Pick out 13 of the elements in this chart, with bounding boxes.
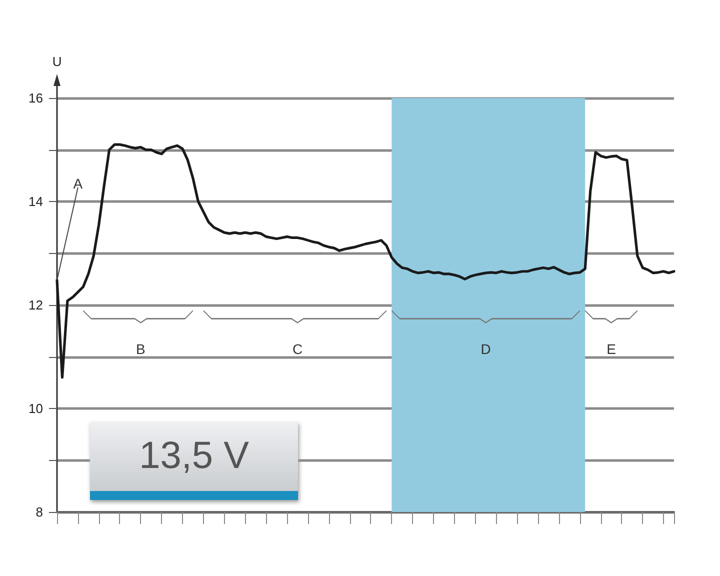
y-tick-label: 8 <box>36 504 43 520</box>
annotation: A <box>73 175 84 192</box>
y-tick-label: 14 <box>28 194 43 209</box>
line-series <box>56 143 676 379</box>
y-tick-label: 12 <box>28 298 43 312</box>
y-axis-title: U <box>52 54 62 69</box>
annotation: E <box>606 340 616 357</box>
annotation: C <box>292 340 303 357</box>
annotation: B <box>136 340 146 357</box>
y-tick-label: 10 <box>28 401 43 416</box>
display-panel: 13,5 V <box>90 422 298 500</box>
annotation: D <box>480 340 491 357</box>
y-tick-label: 16 <box>28 90 43 106</box>
